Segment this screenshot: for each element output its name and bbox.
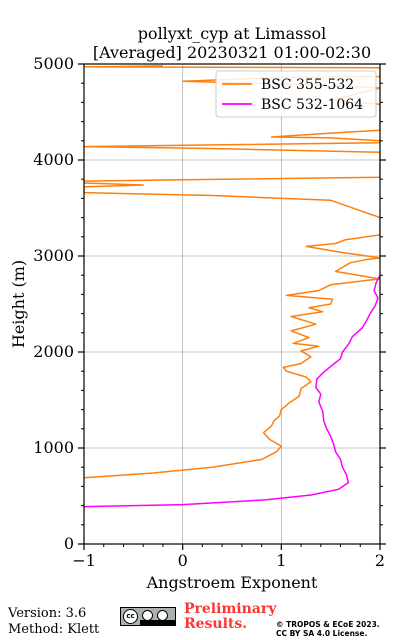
cc-by-sa-icon: cc — [120, 607, 176, 626]
y-tick-label: 3000 — [33, 246, 74, 265]
y-tick-label: 5000 — [33, 54, 74, 73]
preliminary-line2: Results. — [184, 616, 248, 632]
grid-lines — [83, 63, 381, 545]
legend: BSC 355-532 BSC 532-1064 — [215, 70, 377, 118]
y-tick-label: 2000 — [33, 342, 74, 361]
y-tick-label: 1000 — [33, 438, 74, 457]
preliminary-note: Preliminary Results. — [184, 602, 284, 632]
series-line-1 — [84, 274, 380, 508]
plot-frame — [83, 63, 381, 545]
license-line1: © TROPOS & ECoE 2023. — [276, 620, 380, 629]
x-tick-label: 1 — [276, 551, 286, 570]
y-tick-label: 0 — [64, 534, 74, 553]
legend-box — [215, 70, 377, 118]
y-axis-label: Height (m) — [9, 260, 28, 348]
legend-label-orange: BSC 355-532 — [261, 77, 354, 93]
license-line2: CC BY SA 4.0 License. — [276, 629, 368, 638]
badge-strip — [140, 620, 175, 625]
chart-subtitle: [Averaged] 20230321 01:00-02:30 — [93, 43, 371, 62]
method-text: Method: Klett — [8, 622, 100, 637]
footer-info: Version: 3.6 Method: Klett — [8, 606, 99, 638]
preliminary-line1: Preliminary — [184, 601, 277, 617]
series-layer — [84, 65, 380, 508]
cc-icon: cc — [123, 609, 138, 624]
license-note: © TROPOS & ECoE 2023. CC BY SA 4.0 Licen… — [276, 620, 380, 638]
chart-title: pollyxt_cyp at Limassol — [138, 24, 327, 43]
x-tick-label: 0 — [178, 551, 188, 570]
series-line-0 — [84, 65, 380, 479]
x-axis-label: Angstroem Exponent — [146, 573, 318, 592]
y-tick-label: 4000 — [33, 150, 74, 169]
angstroem-chart: pollyxt_cyp at Limassol [Averaged] 20230… — [9, 24, 386, 592]
x-tick-label: 2 — [375, 551, 385, 570]
x-tick-label: −1 — [72, 551, 96, 570]
version-text: Version: 3.6 — [8, 606, 87, 621]
legend-label-magenta: BSC 532-1064 — [261, 97, 363, 113]
